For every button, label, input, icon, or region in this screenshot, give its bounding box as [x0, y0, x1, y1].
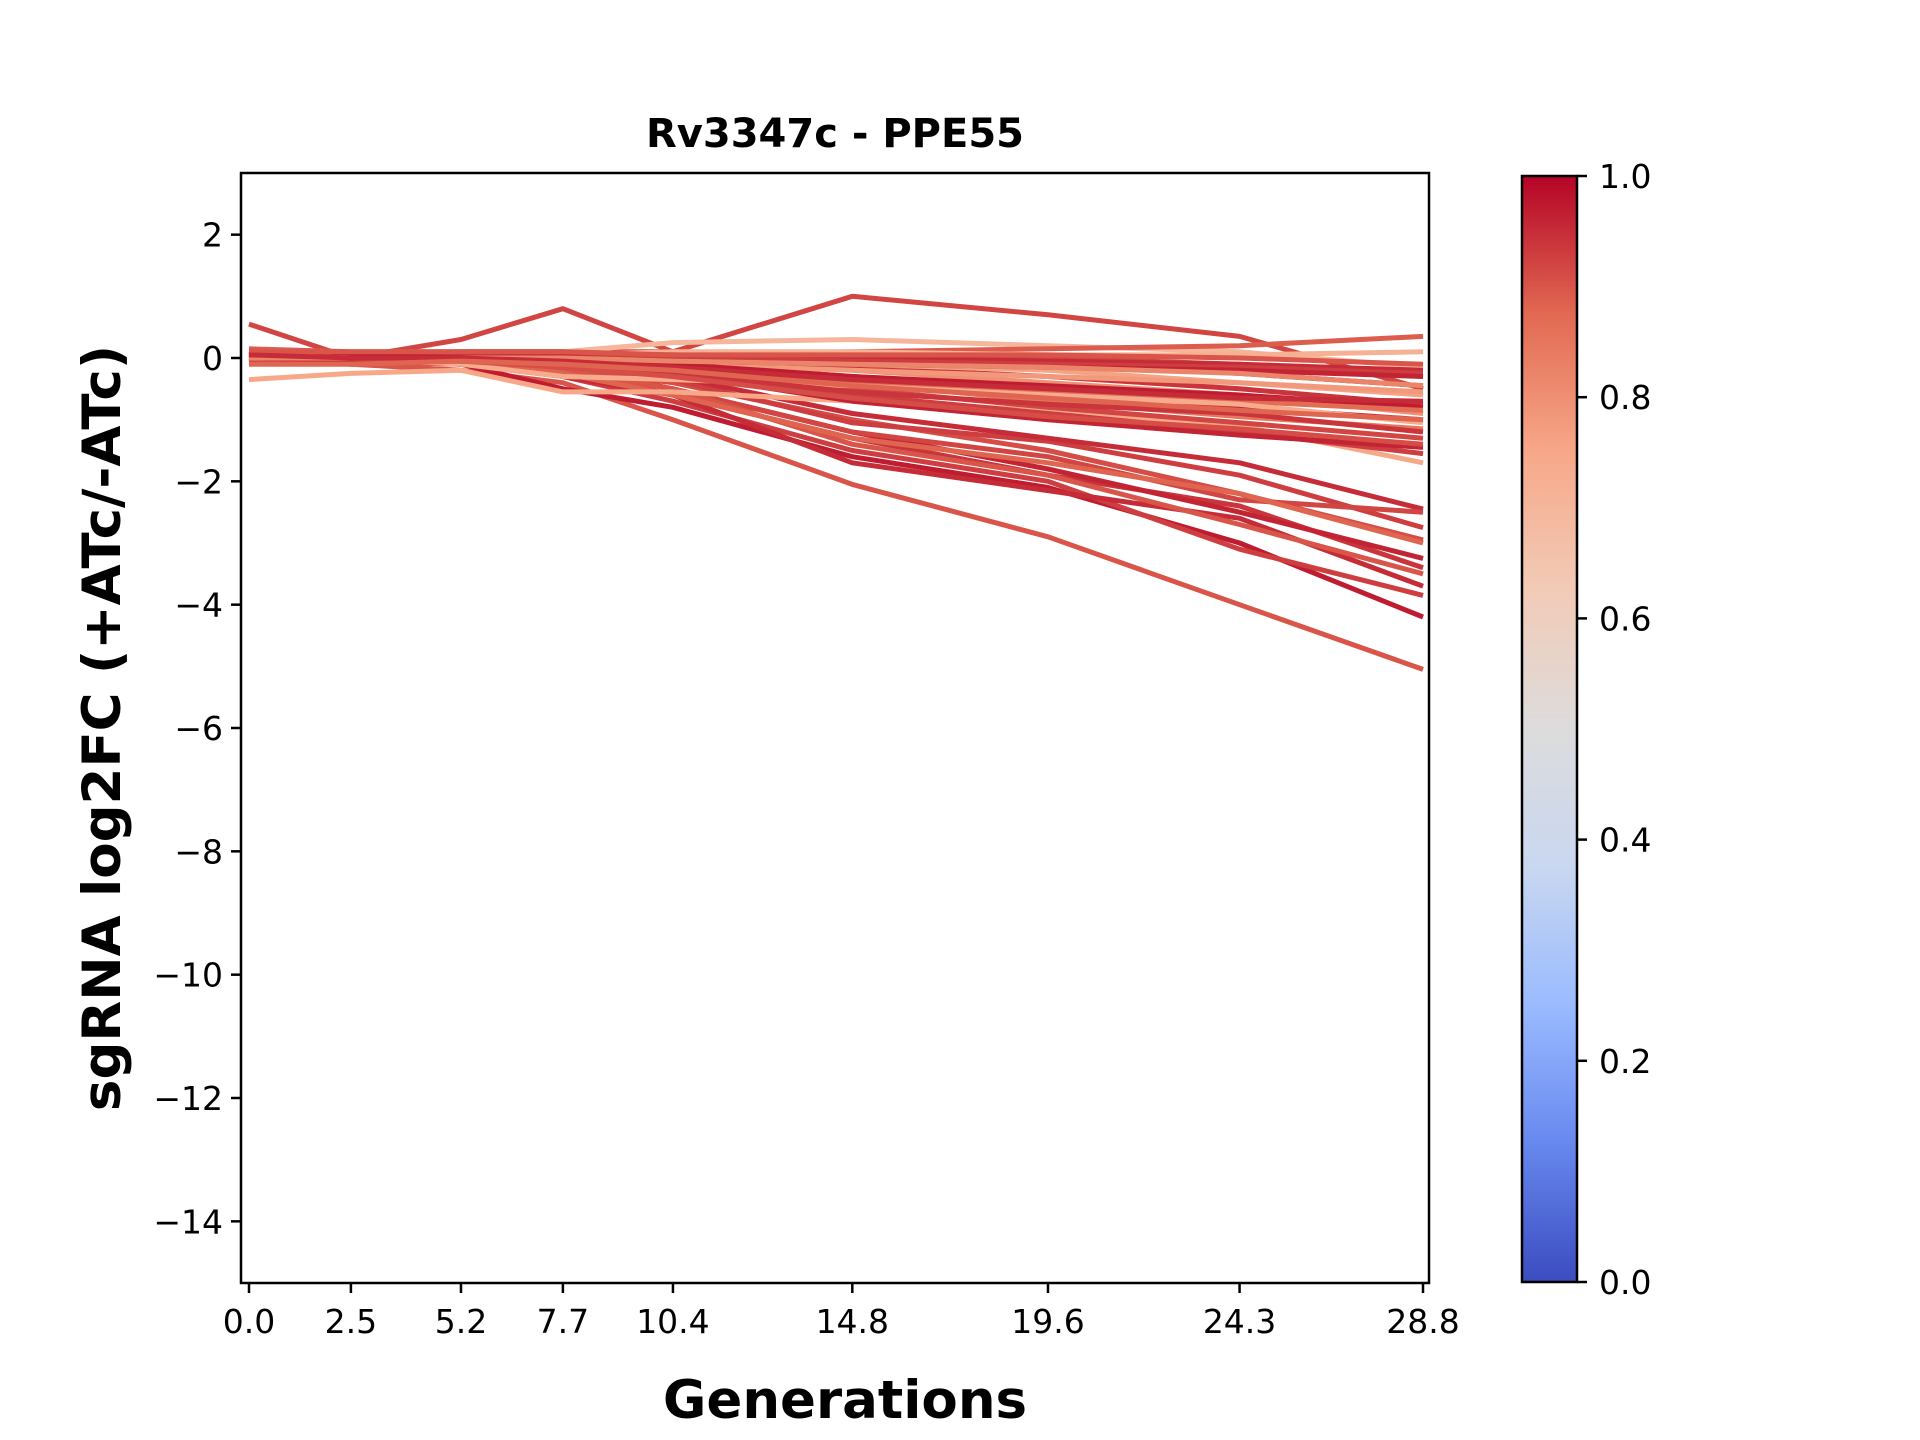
y-tick-label: −12: [153, 1079, 223, 1118]
y-axis: 2 0 −2 −4 −6 −8 −10 −12 −14: [153, 216, 241, 1241]
y-tick-label: 2: [202, 216, 223, 255]
series-line-37: [249, 349, 1424, 367]
colorbar-tick-label: 0.6: [1599, 599, 1651, 638]
series-line-14: [248, 367, 1424, 466]
y-tick-label: −10: [153, 956, 223, 995]
y-tick-label: −14: [153, 1202, 223, 1241]
y-tick-label: 0: [202, 339, 223, 378]
series-lines: [248, 293, 1424, 672]
y-axis-label: sgRNA log2FC (+ATc/-ATc): [72, 345, 133, 1111]
colorbar-tick-label: 1.0: [1599, 157, 1651, 196]
series-line-2: [248, 349, 1424, 672]
x-tick-label: 2.5: [325, 1302, 377, 1341]
x-tick-label: 28.8: [1386, 1302, 1459, 1341]
x-tick-label: 19.6: [1011, 1302, 1084, 1341]
x-tick-label: 24.3: [1203, 1302, 1276, 1341]
x-tick-label: 0.0: [223, 1302, 275, 1341]
x-tick-label: 5.2: [435, 1302, 487, 1341]
series-line-40: [249, 358, 1424, 423]
y-tick-label: −6: [174, 709, 223, 748]
x-axis: 0.0 2.5 5.2 7.7 10.4 14.8 19.6 24.3 28.8: [223, 1283, 1460, 1341]
colorbar-axis: 0.0 0.2 0.4 0.6 0.8 1.0: [1577, 157, 1651, 1302]
colorbar-tick-label: 0.4: [1599, 821, 1651, 860]
y-tick-label: −2: [174, 462, 223, 501]
y-tick-label: −4: [174, 586, 223, 625]
x-tick-label: 10.4: [636, 1302, 709, 1341]
colorbar-tick-label: 0.0: [1599, 1263, 1651, 1302]
colorbar-tick-label: 0.2: [1599, 1042, 1651, 1081]
series-line-39: [248, 352, 1424, 404]
x-tick-label: 14.8: [816, 1302, 889, 1341]
x-tick-label: 7.7: [537, 1302, 589, 1341]
colorbar-tick-label: 0.8: [1599, 378, 1651, 417]
chart-title: Rv3347c - PPE55: [646, 111, 1024, 157]
colorbar: [1520, 174, 1579, 1284]
y-tick-label: −8: [174, 832, 223, 871]
x-axis-label: Generations: [663, 1370, 1027, 1431]
